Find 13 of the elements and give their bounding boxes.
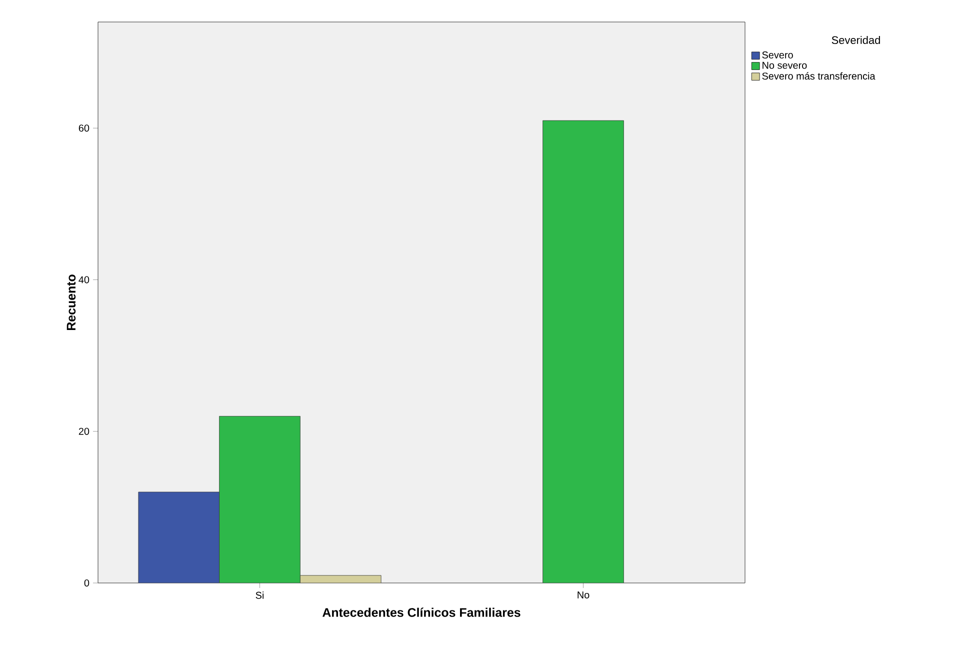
y-axis-title: Recuento — [66, 274, 76, 330]
y-tick-label: 60 — [78, 124, 90, 132]
legend-title: Severidad — [832, 36, 880, 44]
legend-label: No severo — [762, 62, 807, 69]
x-tick-label: No — [578, 592, 590, 598]
x-tick-label: Si — [256, 592, 264, 599]
y-tick-label: 40 — [78, 276, 90, 284]
legend-label: Severo más transferencia — [762, 72, 876, 80]
x-axis-title: Antecedentes Clínicos Familiares — [322, 608, 520, 617]
legend-label: Severo — [762, 51, 793, 58]
y-tick-label: 0 — [84, 579, 90, 587]
bar — [542, 120, 624, 583]
y-tick-label: 20 — [78, 428, 90, 435]
